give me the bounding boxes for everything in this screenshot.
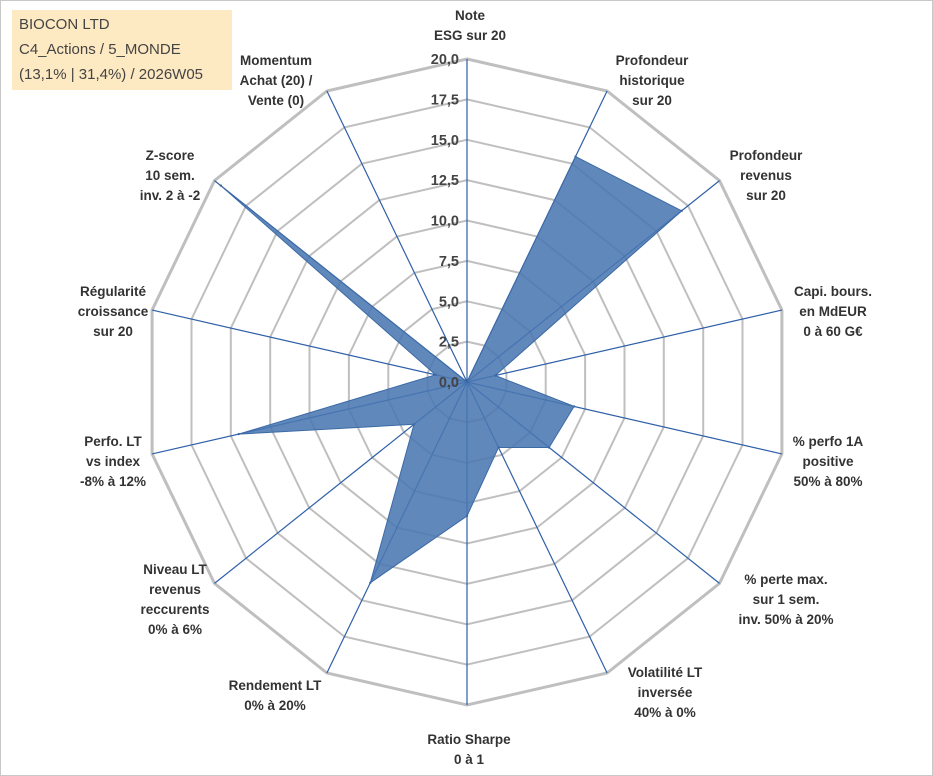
axis-label-line: Vente (0) — [248, 93, 304, 108]
axis-label-line: Capi. bours. — [794, 284, 872, 299]
axis-label-line: Volatilité LT — [628, 665, 703, 680]
performance-stats: (13,1% | 31,4%) / 2026W05 — [19, 66, 203, 83]
data-point — [465, 380, 469, 384]
axis-label-line: Momentum — [240, 53, 312, 68]
axis-label-line: Rendement LT — [229, 678, 323, 693]
axis-label-group: % perfo 1A positive 50% à 80% — [793, 434, 864, 489]
tick-label: 20,0 — [431, 52, 459, 68]
tick-label: 12,5 — [431, 173, 459, 189]
axis-label-line: revenus — [149, 582, 201, 597]
axis-label-group: Rendement LT 0% à 20% — [229, 678, 323, 713]
axis-label-group: Momentum Achat (20) / Vente (0) — [240, 53, 313, 108]
tick-label: 10,0 — [431, 214, 459, 230]
data-point — [572, 405, 576, 408]
data-area — [220, 155, 683, 584]
axis-label-line: Note — [455, 8, 485, 23]
axis-label-line: sur 20 — [632, 93, 672, 108]
data-point — [369, 581, 372, 584]
axis-label-group: Z-score 10 sem. inv. 2 à -2 — [140, 148, 201, 203]
axis-label-line: ESG sur 20 — [434, 28, 506, 43]
axis-label-group: Note ESG sur 20 — [434, 8, 506, 43]
axis-label-line: inv. 2 à -2 — [140, 188, 201, 203]
tick-label: 17,5 — [431, 92, 459, 108]
axis-label-line: Profondeur — [616, 53, 689, 68]
axis-label-line: Perfo. LT — [84, 434, 142, 449]
tick-label: 0,0 — [439, 375, 459, 391]
axis-label-line: sur 20 — [93, 324, 133, 339]
axis-label-group: Ratio Sharpe 0 à 1 — [427, 732, 511, 767]
tick-labels: 0,0 2,5 5,0 7,5 10,0 12,5 15,0 17,5 20,0 — [431, 52, 459, 391]
data-point — [547, 446, 551, 449]
axis-label-line: -8% à 12% — [80, 474, 146, 489]
axis-label-group: Régularité croissance sur 20 — [78, 284, 149, 339]
axis-labels: Note ESG sur 20 Profondeur historique sur 20… — [78, 8, 872, 767]
tick-label: 2,5 — [439, 335, 459, 351]
data-area-layer — [219, 155, 683, 584]
axis-label-group: Niveau LT revenus reccurents 0% à 6% — [140, 562, 209, 637]
data-point — [412, 423, 416, 426]
data-point — [494, 374, 497, 377]
portfolio-name: C4_Actions / 5_MONDE — [19, 41, 181, 58]
axis-label-line: 0 à 60 G€ — [803, 324, 863, 339]
info-box: BIOCON LTD C4_Actions / 5_MONDE (13,1% |… — [12, 10, 232, 90]
axis-label-line: Z-score — [146, 148, 195, 163]
axis-label-group: Profondeur historique sur 20 — [616, 53, 689, 108]
data-point — [465, 514, 469, 518]
data-point — [574, 155, 577, 158]
axis-label-line: Ratio Sharpe — [427, 732, 511, 747]
axis-label-group: Capi. bours. en MdEUR 0 à 60 G€ — [794, 284, 872, 339]
tick-label: 5,0 — [439, 294, 459, 310]
axis-label-group: Profondeur revenus sur 20 — [730, 148, 803, 203]
axis-label-line: Niveau LT — [143, 562, 207, 577]
axis-label-line: inv. 50% à 20% — [738, 612, 833, 627]
data-point — [680, 209, 683, 212]
tick-label: 15,0 — [431, 133, 459, 149]
tick-label: 7,5 — [439, 254, 459, 270]
axis-label-line: Achat (20) / — [240, 73, 313, 88]
axis-label-line: sur 20 — [746, 188, 786, 203]
axis-spoke — [326, 90, 468, 383]
axis-label-line: inversée — [638, 685, 693, 700]
axis-label-line: % perte max. — [744, 572, 827, 587]
axis-label-line: 0% à 6% — [148, 622, 202, 637]
axis-label-group: Perfo. LT vs index -8% à 12% — [80, 434, 146, 489]
axis-label-group: Volatilité LT inversée 40% à 0% — [628, 665, 703, 720]
axis-label-line: historique — [619, 73, 685, 88]
company-name: BIOCON LTD — [19, 16, 110, 33]
axis-label-line: sur 1 sem. — [753, 592, 820, 607]
axis-label-line: croissance — [78, 304, 149, 319]
data-point — [497, 446, 500, 449]
axis-label-line: reccurents — [140, 602, 209, 617]
axis-label-line: 0 à 1 — [454, 752, 485, 767]
axis-spoke — [151, 309, 468, 383]
axis-label-line: 40% à 0% — [634, 705, 696, 720]
data-point — [237, 432, 240, 436]
axis-label-line: en MdEUR — [799, 304, 867, 319]
axis-label-line: Profondeur — [730, 148, 803, 163]
axis-spoke — [466, 309, 783, 383]
axis-label-line: % perfo 1A — [793, 434, 864, 449]
axis-label-line: 0% à 20% — [244, 698, 306, 713]
axis-label-line: revenus — [740, 168, 792, 183]
axis-label-line: 10 sem. — [145, 168, 195, 183]
axis-label-line: Régularité — [80, 284, 147, 299]
data-point — [434, 373, 437, 376]
axis-label-group: % perte max. sur 1 sem. inv. 50% à 20% — [738, 572, 833, 627]
data-point — [219, 184, 222, 187]
axis-label-line: 50% à 80% — [793, 474, 862, 489]
axis-label-line: vs index — [86, 454, 141, 469]
axis-label-line: positive — [802, 454, 854, 469]
